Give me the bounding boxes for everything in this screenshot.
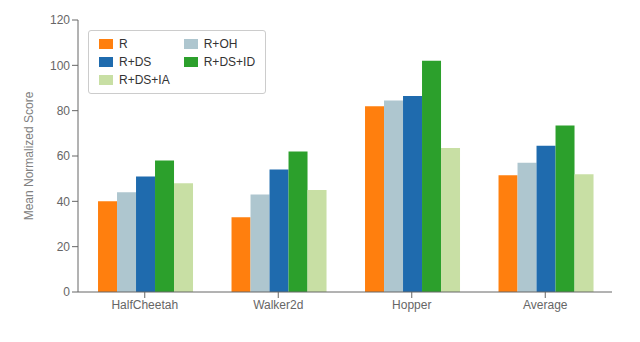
svg-text:60: 60 <box>57 149 71 163</box>
svg-text:80: 80 <box>57 104 71 118</box>
svg-text:HalfCheetah: HalfCheetah <box>111 298 178 312</box>
svg-text:20: 20 <box>57 240 71 254</box>
html-text:R+DS+IA: R+DS+IA <box>119 73 170 87</box>
html-text:R+DS+ID: R+DS+ID <box>203 55 256 69</box>
svg-text:Average: Average <box>523 298 568 312</box>
html-text:R+OH: R+OH <box>203 37 238 51</box>
svg-text:0: 0 <box>63 285 70 299</box>
html-text:R: R <box>119 37 128 51</box>
html-text:R+DS: R+DS <box>119 55 152 69</box>
svg-text:120: 120 <box>50 13 70 27</box>
svg-text:Mean Normalized Score: Mean Normalized Score <box>22 91 36 220</box>
svg-text:100: 100 <box>50 59 70 73</box>
svg-text:40: 40 <box>57 195 71 209</box>
svg-text:Walker2d: Walker2d <box>253 298 303 312</box>
svg-text:Hopper: Hopper <box>392 298 431 312</box>
